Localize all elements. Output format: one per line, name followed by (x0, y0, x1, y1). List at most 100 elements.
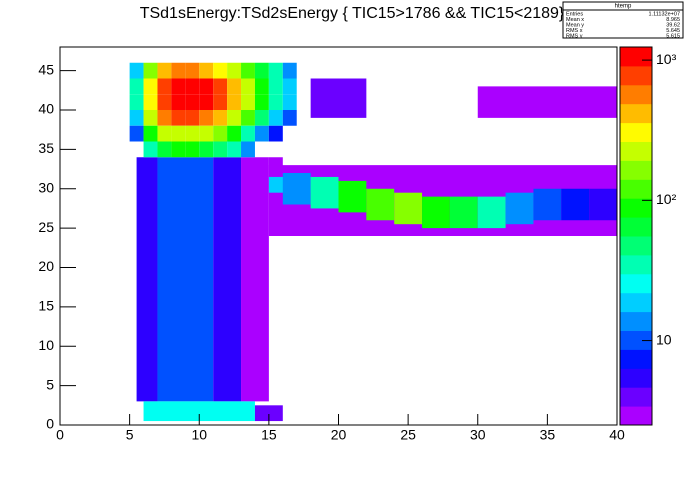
cell (129, 78, 144, 95)
cell (241, 62, 255, 79)
stats-value: 5.645 (666, 28, 680, 34)
colorbar-band (620, 160, 652, 180)
y-tick-label: 30 (38, 179, 54, 195)
x-tick-label: 20 (331, 427, 347, 443)
cell (268, 94, 283, 110)
cell (254, 62, 269, 79)
x-tick-label: 10 (191, 427, 207, 443)
cell (227, 94, 242, 110)
cell (185, 125, 200, 142)
y-tick-label: 40 (38, 101, 54, 117)
cell (199, 141, 214, 158)
cell (185, 62, 200, 79)
stats-box: htemp Entries 1.11132e+07 Mean x 8.965 Mean y… (562, 1, 684, 39)
z-tick-label: 10² (656, 191, 677, 207)
cell (157, 94, 172, 110)
cell (366, 188, 395, 221)
colorbar-band (620, 387, 652, 407)
cell (241, 78, 255, 95)
cell (241, 141, 255, 158)
colorbar-band (620, 254, 652, 275)
cell (561, 188, 590, 221)
colorbar-band (620, 198, 652, 218)
cell (310, 176, 339, 209)
cell (213, 125, 228, 142)
cell (143, 62, 158, 79)
cell (213, 62, 228, 79)
cell (241, 125, 255, 142)
stats-value: 39.62 (666, 22, 680, 28)
cell (171, 141, 186, 158)
cell (227, 78, 242, 95)
cell (241, 94, 255, 110)
y-tick-label: 15 (38, 298, 54, 314)
cell (338, 180, 367, 213)
cell (199, 94, 214, 110)
cells (129, 62, 617, 422)
y-tick-label: 25 (38, 219, 54, 235)
x-tick-label: 5 (126, 427, 134, 443)
cell (136, 157, 158, 402)
cell (282, 94, 297, 110)
cell (129, 94, 144, 110)
stats-frame (562, 1, 684, 39)
cell (589, 188, 617, 221)
axes: 0 5 10 15 20 25 30 35 40 0 5 10 15 20 25 30 35 40 45 10 10² 1… (38, 46, 677, 443)
colorbar-band (620, 217, 652, 237)
cell (157, 157, 214, 402)
cell (129, 125, 144, 142)
cell (449, 196, 478, 229)
cell (129, 62, 144, 79)
cell (213, 110, 228, 126)
cell (157, 62, 172, 79)
x-tick-label: 35 (540, 427, 556, 443)
cell (254, 94, 269, 110)
x-tick-label: 25 (400, 427, 416, 443)
stats-label: RMS y (566, 33, 583, 39)
colorbar-frame (619, 46, 653, 426)
cell (310, 78, 367, 118)
cell (143, 401, 255, 422)
y-tick-label: 0 (46, 416, 54, 432)
colorbar-band (620, 141, 652, 161)
cell (213, 141, 228, 158)
stats-value: 8.965 (666, 17, 680, 23)
cell (171, 94, 186, 110)
cell (422, 196, 450, 229)
stats-label: Mean x (566, 17, 584, 23)
colorbar-band (620, 368, 652, 388)
colorbar-band (620, 236, 652, 256)
y-tick-label: 20 (38, 258, 54, 274)
stats-label: Entries (566, 11, 583, 17)
cell (227, 125, 242, 142)
cell (241, 157, 269, 402)
cell (171, 62, 186, 79)
stats-label: RMS x (566, 28, 583, 34)
cell (185, 78, 200, 95)
colorbar-band (620, 84, 652, 105)
colorbar-band (620, 292, 652, 313)
cell (254, 78, 269, 95)
colorbar-band (620, 179, 652, 199)
cell (254, 110, 269, 126)
chart-title: TSd1sEnergy:TSd2sEnergy { TIC15>1786 && … (140, 5, 565, 22)
colorbar-band (620, 330, 652, 350)
cell (185, 110, 200, 126)
cell (227, 141, 242, 158)
cell (477, 86, 617, 118)
cell (199, 62, 214, 79)
cell (394, 192, 423, 225)
colorbar-band (620, 349, 652, 369)
cell (199, 125, 214, 142)
cell (143, 110, 158, 126)
stats-value: 5.615 (666, 33, 680, 39)
cell (268, 110, 283, 126)
cell (477, 196, 506, 229)
cell (171, 78, 186, 95)
cell (533, 188, 562, 221)
cell (241, 110, 255, 126)
colorbar-band (620, 406, 652, 426)
cell (268, 62, 283, 79)
cell (254, 125, 269, 142)
